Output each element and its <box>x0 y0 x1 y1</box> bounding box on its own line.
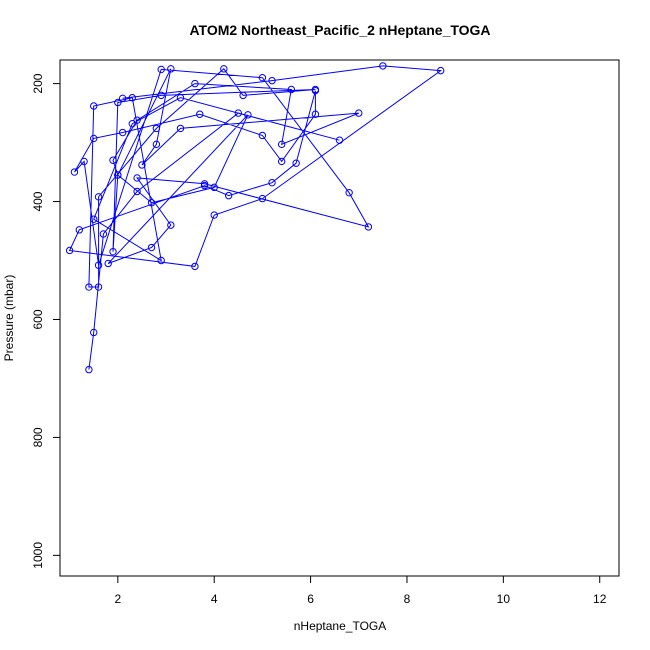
data-point <box>345 188 353 197</box>
data-point <box>224 191 233 200</box>
data-point <box>90 102 98 110</box>
data-point <box>85 283 93 291</box>
y-axis: 200 400 600 800 1000 <box>31 73 61 569</box>
x-tick-label: 2 <box>114 592 121 606</box>
data-point <box>85 365 93 374</box>
data-point <box>104 259 112 268</box>
data-point <box>335 136 344 144</box>
data-point <box>196 110 204 118</box>
data-point <box>287 85 296 94</box>
data-point <box>379 62 387 70</box>
data-point <box>114 98 122 107</box>
data-point <box>94 283 103 291</box>
data-point <box>210 183 218 192</box>
series-layer <box>65 62 445 374</box>
data-point <box>75 226 83 234</box>
data-point <box>268 178 276 187</box>
data-point <box>157 65 165 74</box>
data-point <box>167 65 175 73</box>
y-tick-label: 1000 <box>31 542 45 569</box>
data-point <box>176 124 185 133</box>
data-point <box>118 94 127 103</box>
y-tick-label: 400 <box>31 191 45 211</box>
data-point <box>244 111 252 119</box>
y-tick-label: 600 <box>31 309 45 329</box>
data-point <box>311 110 320 118</box>
data-point <box>191 79 199 88</box>
data-point <box>133 187 141 196</box>
data-point <box>292 159 300 167</box>
data-point <box>65 246 74 255</box>
data-point <box>220 65 228 73</box>
data-point <box>268 76 276 85</box>
data-point <box>157 91 165 100</box>
data-point <box>234 109 243 117</box>
data-point <box>99 230 108 238</box>
data-point <box>128 119 136 128</box>
data-point <box>138 161 146 169</box>
data-point <box>152 124 161 133</box>
data-point <box>210 211 218 219</box>
data-point <box>133 174 141 182</box>
data-point <box>94 261 103 269</box>
data-point <box>90 134 98 143</box>
series-line <box>68 65 443 370</box>
x-tick-label: 4 <box>211 592 218 606</box>
data-point <box>311 86 320 95</box>
data-point <box>258 194 267 203</box>
data-point <box>147 199 156 207</box>
data-point <box>176 94 185 102</box>
data-point <box>436 66 445 75</box>
data-point <box>239 91 247 100</box>
data-point <box>70 168 79 176</box>
data-point <box>364 223 373 231</box>
data-point <box>191 262 199 271</box>
data-point <box>118 128 127 137</box>
data-point <box>114 171 122 179</box>
data-point <box>200 181 209 190</box>
y-tick-label: 200 <box>31 73 45 93</box>
y-tick-label: 800 <box>31 427 45 447</box>
y-axis-label: Pressure (mbar) <box>2 275 16 362</box>
data-point <box>94 193 103 201</box>
data-point <box>258 73 267 82</box>
data-point <box>80 157 88 166</box>
x-tick-label: 10 <box>497 592 511 606</box>
data-point <box>277 140 286 149</box>
data-point <box>152 140 161 149</box>
chart-title: ATOM2 Northeast_Pacific_2 nHeptane_TOGA <box>189 22 490 38</box>
data-point <box>157 256 165 265</box>
data-point <box>167 221 175 229</box>
data-point <box>355 109 363 117</box>
data-point <box>133 116 141 124</box>
x-tick-label: 8 <box>404 592 411 606</box>
data-point <box>109 156 117 164</box>
x-tick-label: 6 <box>307 592 314 606</box>
data-point <box>90 328 98 337</box>
x-axis-label: nHeptane_TOGA <box>294 619 387 633</box>
data-point <box>128 94 136 102</box>
x-tick-label: 12 <box>593 592 607 606</box>
data-point <box>109 247 117 256</box>
data-point <box>90 215 98 223</box>
data-point <box>258 131 267 140</box>
x-axis: 2 4 6 8 10 12 <box>114 575 607 606</box>
data-point <box>147 243 156 252</box>
data-point <box>277 157 286 166</box>
